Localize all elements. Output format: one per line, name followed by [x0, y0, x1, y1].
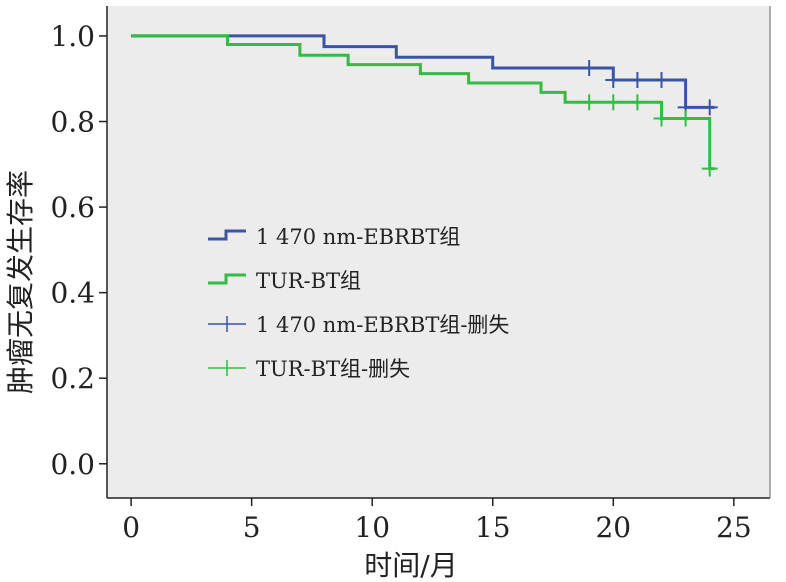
censor-mark — [629, 72, 646, 89]
x-tick-label: 25 — [716, 511, 752, 544]
censor-mark — [677, 110, 694, 127]
legend-label: TUR-BT组 — [256, 269, 361, 293]
x-axis-title: 时间/月 — [364, 549, 457, 582]
censor-mark — [605, 94, 622, 111]
x-tick-label: 0 — [122, 511, 140, 544]
series-line-1 — [131, 34, 715, 109]
legend-swatch — [208, 229, 246, 241]
legend-swatch — [208, 273, 246, 285]
y-tick-label: 0.2 — [50, 362, 95, 395]
legend-item: TUR-BT组 — [208, 269, 361, 293]
x-tick-label: 15 — [475, 511, 511, 544]
chart-legend: 1 470 nm-EBRBT组 TUR-BT组 1 470 nm-EBRBT组-删失… — [208, 225, 509, 381]
chart-axes: 0.0 0.2 0.4 0.6 0.8 1.0 0 5 10 15 20 25 时间/月 肿瘤无复发生存率 — [4, 6, 771, 582]
censor-mark — [581, 94, 598, 111]
x-tick-label: 20 — [595, 511, 631, 544]
legend-swatch — [208, 360, 246, 376]
chart-marks — [131, 34, 718, 177]
y-tick-label: 1.0 — [50, 20, 95, 53]
legend-label: TUR-BT组-删失 — [256, 357, 410, 381]
legend-item: 1 470 nm-EBRBT组-删失 — [208, 313, 509, 337]
legend-label: 1 470 nm-EBRBT组-删失 — [256, 313, 509, 337]
censor-mark — [581, 60, 598, 77]
legend-item: TUR-BT组-删失 — [208, 357, 410, 381]
y-tick-label: 0.8 — [50, 106, 95, 139]
y-axis-title: 肿瘤无复发生存率 — [4, 170, 37, 394]
plot-background — [107, 6, 770, 498]
x-tick-label: 5 — [243, 511, 261, 544]
censor-mark — [629, 94, 646, 111]
censor-mark — [701, 99, 718, 116]
censor-mark — [605, 72, 622, 89]
y-tick-label: 0.4 — [50, 277, 95, 310]
censor-mark — [653, 72, 670, 89]
x-tick-label: 10 — [354, 511, 390, 544]
legend-label: 1 470 nm-EBRBT组 — [256, 225, 460, 249]
censor-mark — [653, 110, 670, 127]
legend-item: 1 470 nm-EBRBT组 — [208, 225, 460, 249]
y-tick-label: 0.6 — [50, 191, 95, 224]
legend-swatch — [208, 316, 246, 332]
y-tick-label: 0.0 — [50, 448, 95, 481]
censor-mark — [701, 160, 718, 177]
